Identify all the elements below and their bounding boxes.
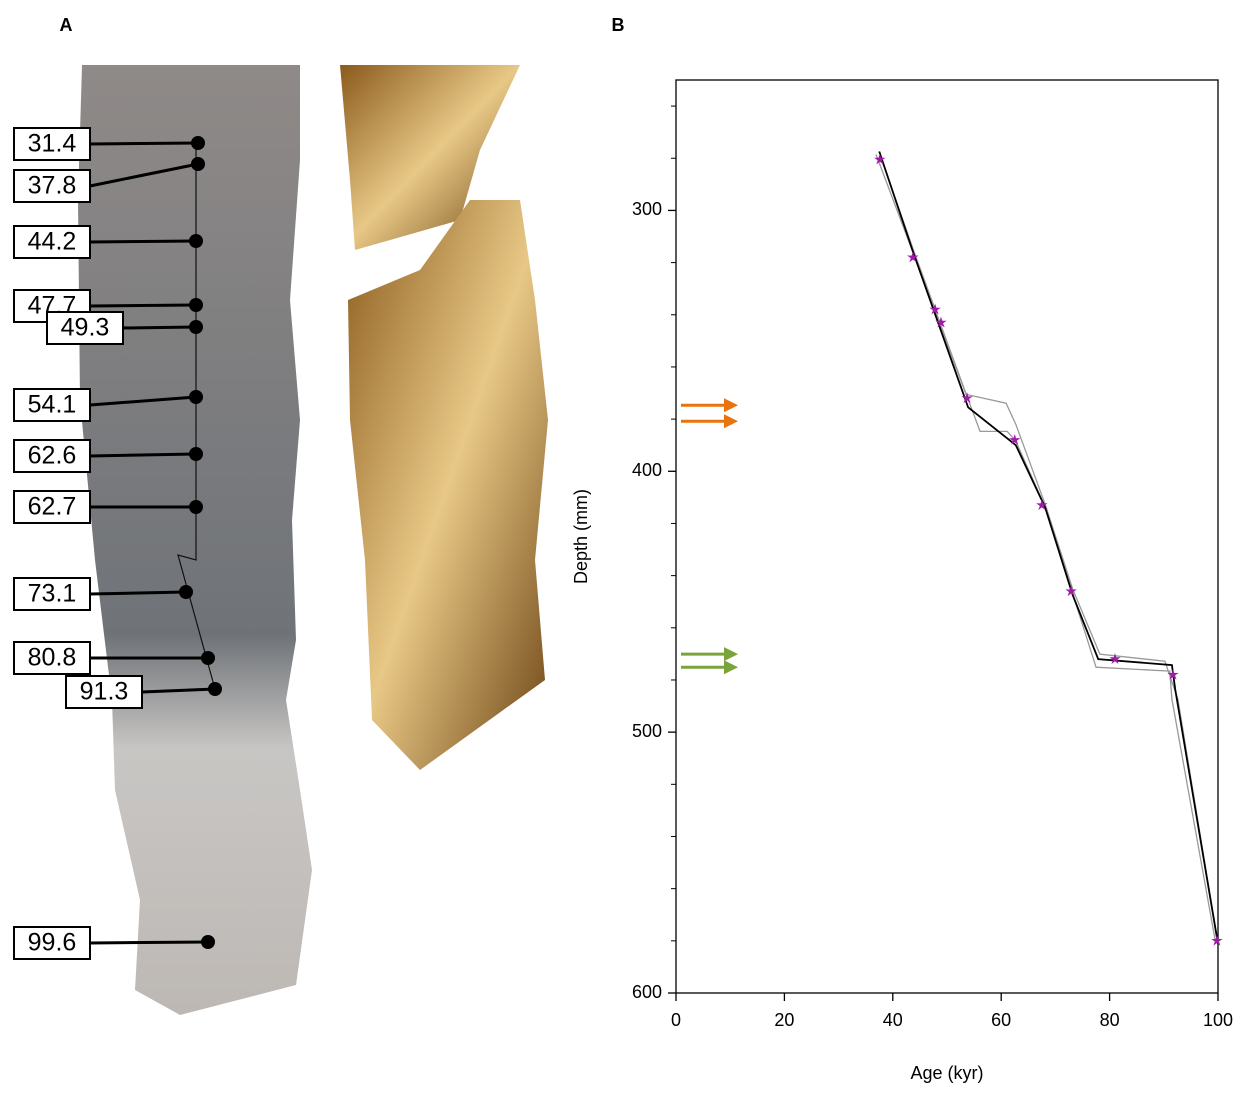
sample-dot: [189, 234, 203, 248]
age-model-line: [881, 157, 1216, 943]
x-tick-label: 100: [1203, 1010, 1233, 1030]
y-tick-label: 300: [632, 199, 662, 219]
age-model-line: [879, 151, 1218, 943]
y-axis-label: Depth (mm): [571, 489, 591, 584]
age-label: 44.2: [28, 228, 77, 256]
age-label: 37.8: [28, 172, 77, 200]
plot-frame: [676, 80, 1218, 993]
hiatus-arrowhead: [724, 647, 738, 661]
age-label: 62.6: [28, 442, 77, 470]
leader-line: [90, 454, 196, 456]
stalagmite-photo: [348, 200, 548, 770]
sample-dot: [189, 447, 203, 461]
hiatus-arrowhead: [724, 414, 738, 428]
hiatus-arrowhead: [724, 398, 738, 412]
x-tick-label: 40: [883, 1010, 903, 1030]
sample-dot: [189, 500, 203, 514]
age-label: 31.4: [28, 130, 77, 158]
date-point: [1211, 935, 1222, 946]
age-model-line: [876, 154, 1218, 943]
plot-b: 0 20 40 60 80 100 300 400 500 600 Age (kyr) Depth (…: [571, 80, 1233, 1083]
leader-line: [90, 942, 208, 943]
age-label: 73.1: [28, 580, 77, 608]
y-tick-label: 500: [632, 721, 662, 741]
age-label: 80.8: [28, 644, 77, 672]
age-label: 54.1: [28, 391, 77, 419]
x-tick-label: 80: [1100, 1010, 1120, 1030]
sample-dot: [208, 682, 222, 696]
sample-dot: [201, 651, 215, 665]
age-label: 62.7: [28, 493, 77, 521]
x-tick-label: 60: [991, 1010, 1011, 1030]
y-tick-label: 600: [632, 982, 662, 1002]
sample-dot: [189, 390, 203, 404]
sample-dot: [189, 320, 203, 334]
age-label: 99.6: [28, 929, 77, 957]
leader-line: [90, 241, 196, 242]
stalagmite-photo: [78, 65, 312, 1015]
leader-line: [90, 305, 196, 306]
x-axis-label: Age (kyr): [910, 1063, 983, 1083]
sample-dot: [201, 935, 215, 949]
sample-dot: [189, 298, 203, 312]
y-tick-label: 400: [632, 460, 662, 480]
figure: A B 31.437.844.247.749.354.162.662.773.1…: [0, 0, 1247, 1090]
sample-dot: [191, 136, 205, 150]
age-label: 49.3: [61, 314, 110, 342]
leader-line: [90, 592, 186, 594]
panel-label: A: [60, 15, 73, 35]
leader-line: [90, 143, 198, 144]
leader-line: [123, 327, 196, 328]
panel-label: B: [612, 15, 625, 35]
sample-dot: [191, 157, 205, 171]
x-tick-label: 20: [774, 1010, 794, 1030]
age-label: 91.3: [80, 678, 129, 706]
sample-dot: [179, 585, 193, 599]
hiatus-arrowhead: [724, 660, 738, 674]
x-tick-label: 0: [671, 1010, 681, 1030]
